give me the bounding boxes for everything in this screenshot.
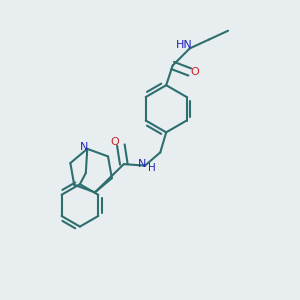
Text: N: N — [80, 142, 88, 152]
Text: O: O — [110, 137, 119, 147]
Text: H: H — [148, 163, 156, 173]
Text: N: N — [138, 159, 146, 169]
Text: O: O — [191, 67, 200, 77]
Text: HN: HN — [176, 40, 193, 50]
